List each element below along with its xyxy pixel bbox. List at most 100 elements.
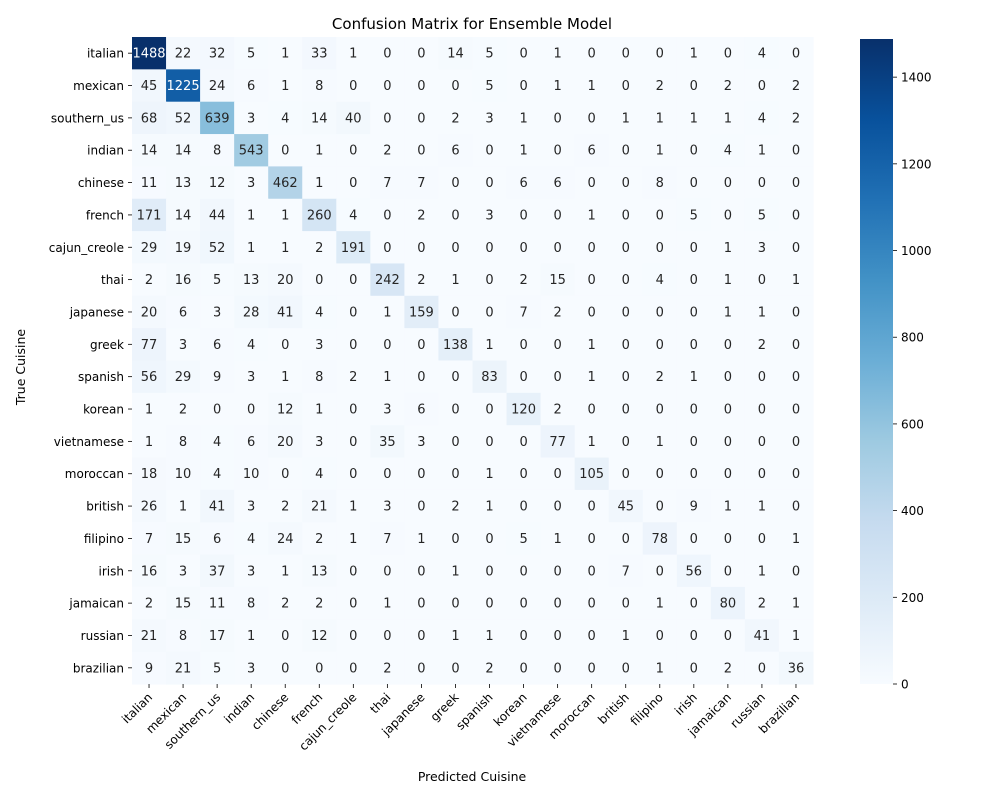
cell-value-label: 3 xyxy=(247,661,255,676)
heatmap-cell xyxy=(574,360,610,394)
cell-value-label: 8 xyxy=(315,79,323,94)
cell-value-label: 2 xyxy=(315,597,323,612)
heatmap-cell xyxy=(302,69,337,103)
cell-value-label: 0 xyxy=(519,661,527,676)
cell-value-label: 0 xyxy=(792,241,800,256)
heatmap-cell xyxy=(506,522,542,556)
colorbar-tick-label: 200 xyxy=(901,591,924,605)
heatmap-cell xyxy=(404,425,440,459)
cell-value-label: 1 xyxy=(792,629,800,644)
heatmap-cell xyxy=(472,295,508,329)
cell-value-label: 0 xyxy=(451,305,459,320)
heatmap-cell xyxy=(404,457,440,491)
heatmap-cell xyxy=(268,619,303,653)
heatmap-cell xyxy=(336,489,371,523)
heatmap-cell xyxy=(506,651,542,685)
heatmap-cell xyxy=(234,231,269,265)
cell-value-label: 2 xyxy=(179,403,187,418)
cell-value-label: 1 xyxy=(724,305,732,320)
heatmap-cell xyxy=(540,328,576,362)
cell-value-label: 0 xyxy=(553,597,561,612)
cell-value-label: 2 xyxy=(724,661,732,676)
y-tick-label: korean xyxy=(83,403,124,417)
cell-value-label: 0 xyxy=(417,661,425,676)
cell-value-label: 1 xyxy=(485,338,493,353)
heatmap-cell xyxy=(302,651,337,685)
cell-value-label: 15 xyxy=(549,273,566,288)
cell-value-label: 1 xyxy=(349,500,357,515)
cell-value-label: 5 xyxy=(213,661,221,676)
heatmap-cell xyxy=(336,37,371,70)
cell-value-label: 13 xyxy=(243,273,260,288)
heatmap-cell xyxy=(642,651,678,685)
heatmap-cell xyxy=(472,37,508,70)
heatmap-cell xyxy=(778,360,814,394)
cell-value-label: 32 xyxy=(209,47,226,62)
heatmap-cell xyxy=(642,231,678,265)
x-tick-label: chinese xyxy=(249,690,292,733)
heatmap-cell xyxy=(438,263,474,297)
heatmap-cell xyxy=(370,457,405,491)
heatmap-cell xyxy=(710,328,746,362)
cell-value-label: 191 xyxy=(341,241,366,256)
cell-value-label: 0 xyxy=(519,500,527,515)
heatmap-cell xyxy=(608,231,644,265)
cell-value-label: 0 xyxy=(349,564,357,579)
heatmap-cell xyxy=(608,360,644,394)
cell-value-label: 7 xyxy=(383,532,391,547)
cell-value-label: 2 xyxy=(792,111,800,126)
cell-value-label: 7 xyxy=(145,532,153,547)
cell-value-label: 11 xyxy=(141,176,158,191)
cell-value-label: 9 xyxy=(145,661,153,676)
heatmap-cell xyxy=(404,651,440,685)
cell-value-label: 1 xyxy=(281,370,289,385)
cell-value-label: 1 xyxy=(758,564,766,579)
heatmap-cell xyxy=(268,392,303,426)
heatmap-cell xyxy=(574,166,610,200)
heatmap-cell xyxy=(710,554,746,588)
cell-value-label: 83 xyxy=(481,370,498,385)
cell-value-label: 260 xyxy=(307,208,332,223)
cell-value-label: 2 xyxy=(656,79,664,94)
cell-value-label: 8 xyxy=(315,370,323,385)
cell-value-label: 0 xyxy=(417,47,425,62)
heatmap-cell xyxy=(778,328,814,362)
cell-value-label: 14 xyxy=(175,144,192,159)
colorbar xyxy=(860,39,893,684)
cell-value-label: 0 xyxy=(622,144,630,159)
heatmap-cell xyxy=(268,231,303,265)
heatmap-cell xyxy=(608,134,644,167)
heatmap-cell xyxy=(438,425,474,459)
heatmap-cell xyxy=(132,166,167,200)
y-tick-label: brazilian xyxy=(73,661,124,675)
cell-value-label: 41 xyxy=(209,500,226,515)
cell-value-label: 3 xyxy=(179,564,187,579)
cell-value-label: 4 xyxy=(213,467,221,482)
cell-value-label: 0 xyxy=(383,564,391,579)
cell-value-label: 0 xyxy=(588,564,596,579)
cell-value-label: 1 xyxy=(519,111,527,126)
cell-value-label: 12 xyxy=(277,403,294,418)
heatmap-cell xyxy=(608,522,644,556)
cell-value-label: 0 xyxy=(383,79,391,94)
heatmap-cell xyxy=(302,166,337,200)
heatmap-cell xyxy=(676,263,712,297)
cell-value-label: 5 xyxy=(247,47,255,62)
cell-value-label: 2 xyxy=(485,661,493,676)
heatmap-cell xyxy=(302,392,337,426)
heatmap-cell xyxy=(404,295,440,329)
heatmap-cell xyxy=(438,489,474,523)
cell-value-label: 0 xyxy=(690,629,698,644)
heatmap-cell xyxy=(574,619,610,653)
cell-value-label: 0 xyxy=(792,435,800,450)
y-tick-label: french xyxy=(86,208,124,222)
cell-value-label: 0 xyxy=(588,661,596,676)
heatmap-cell xyxy=(336,295,371,329)
cell-value-label: 4 xyxy=(724,144,732,159)
heatmap-cell xyxy=(608,586,644,620)
heatmap-cell xyxy=(166,554,201,588)
cell-value-label: 4 xyxy=(247,338,255,353)
cell-value-label: 7 xyxy=(519,305,527,320)
heatmap-cell xyxy=(676,166,712,200)
cell-value-label: 0 xyxy=(451,79,459,94)
